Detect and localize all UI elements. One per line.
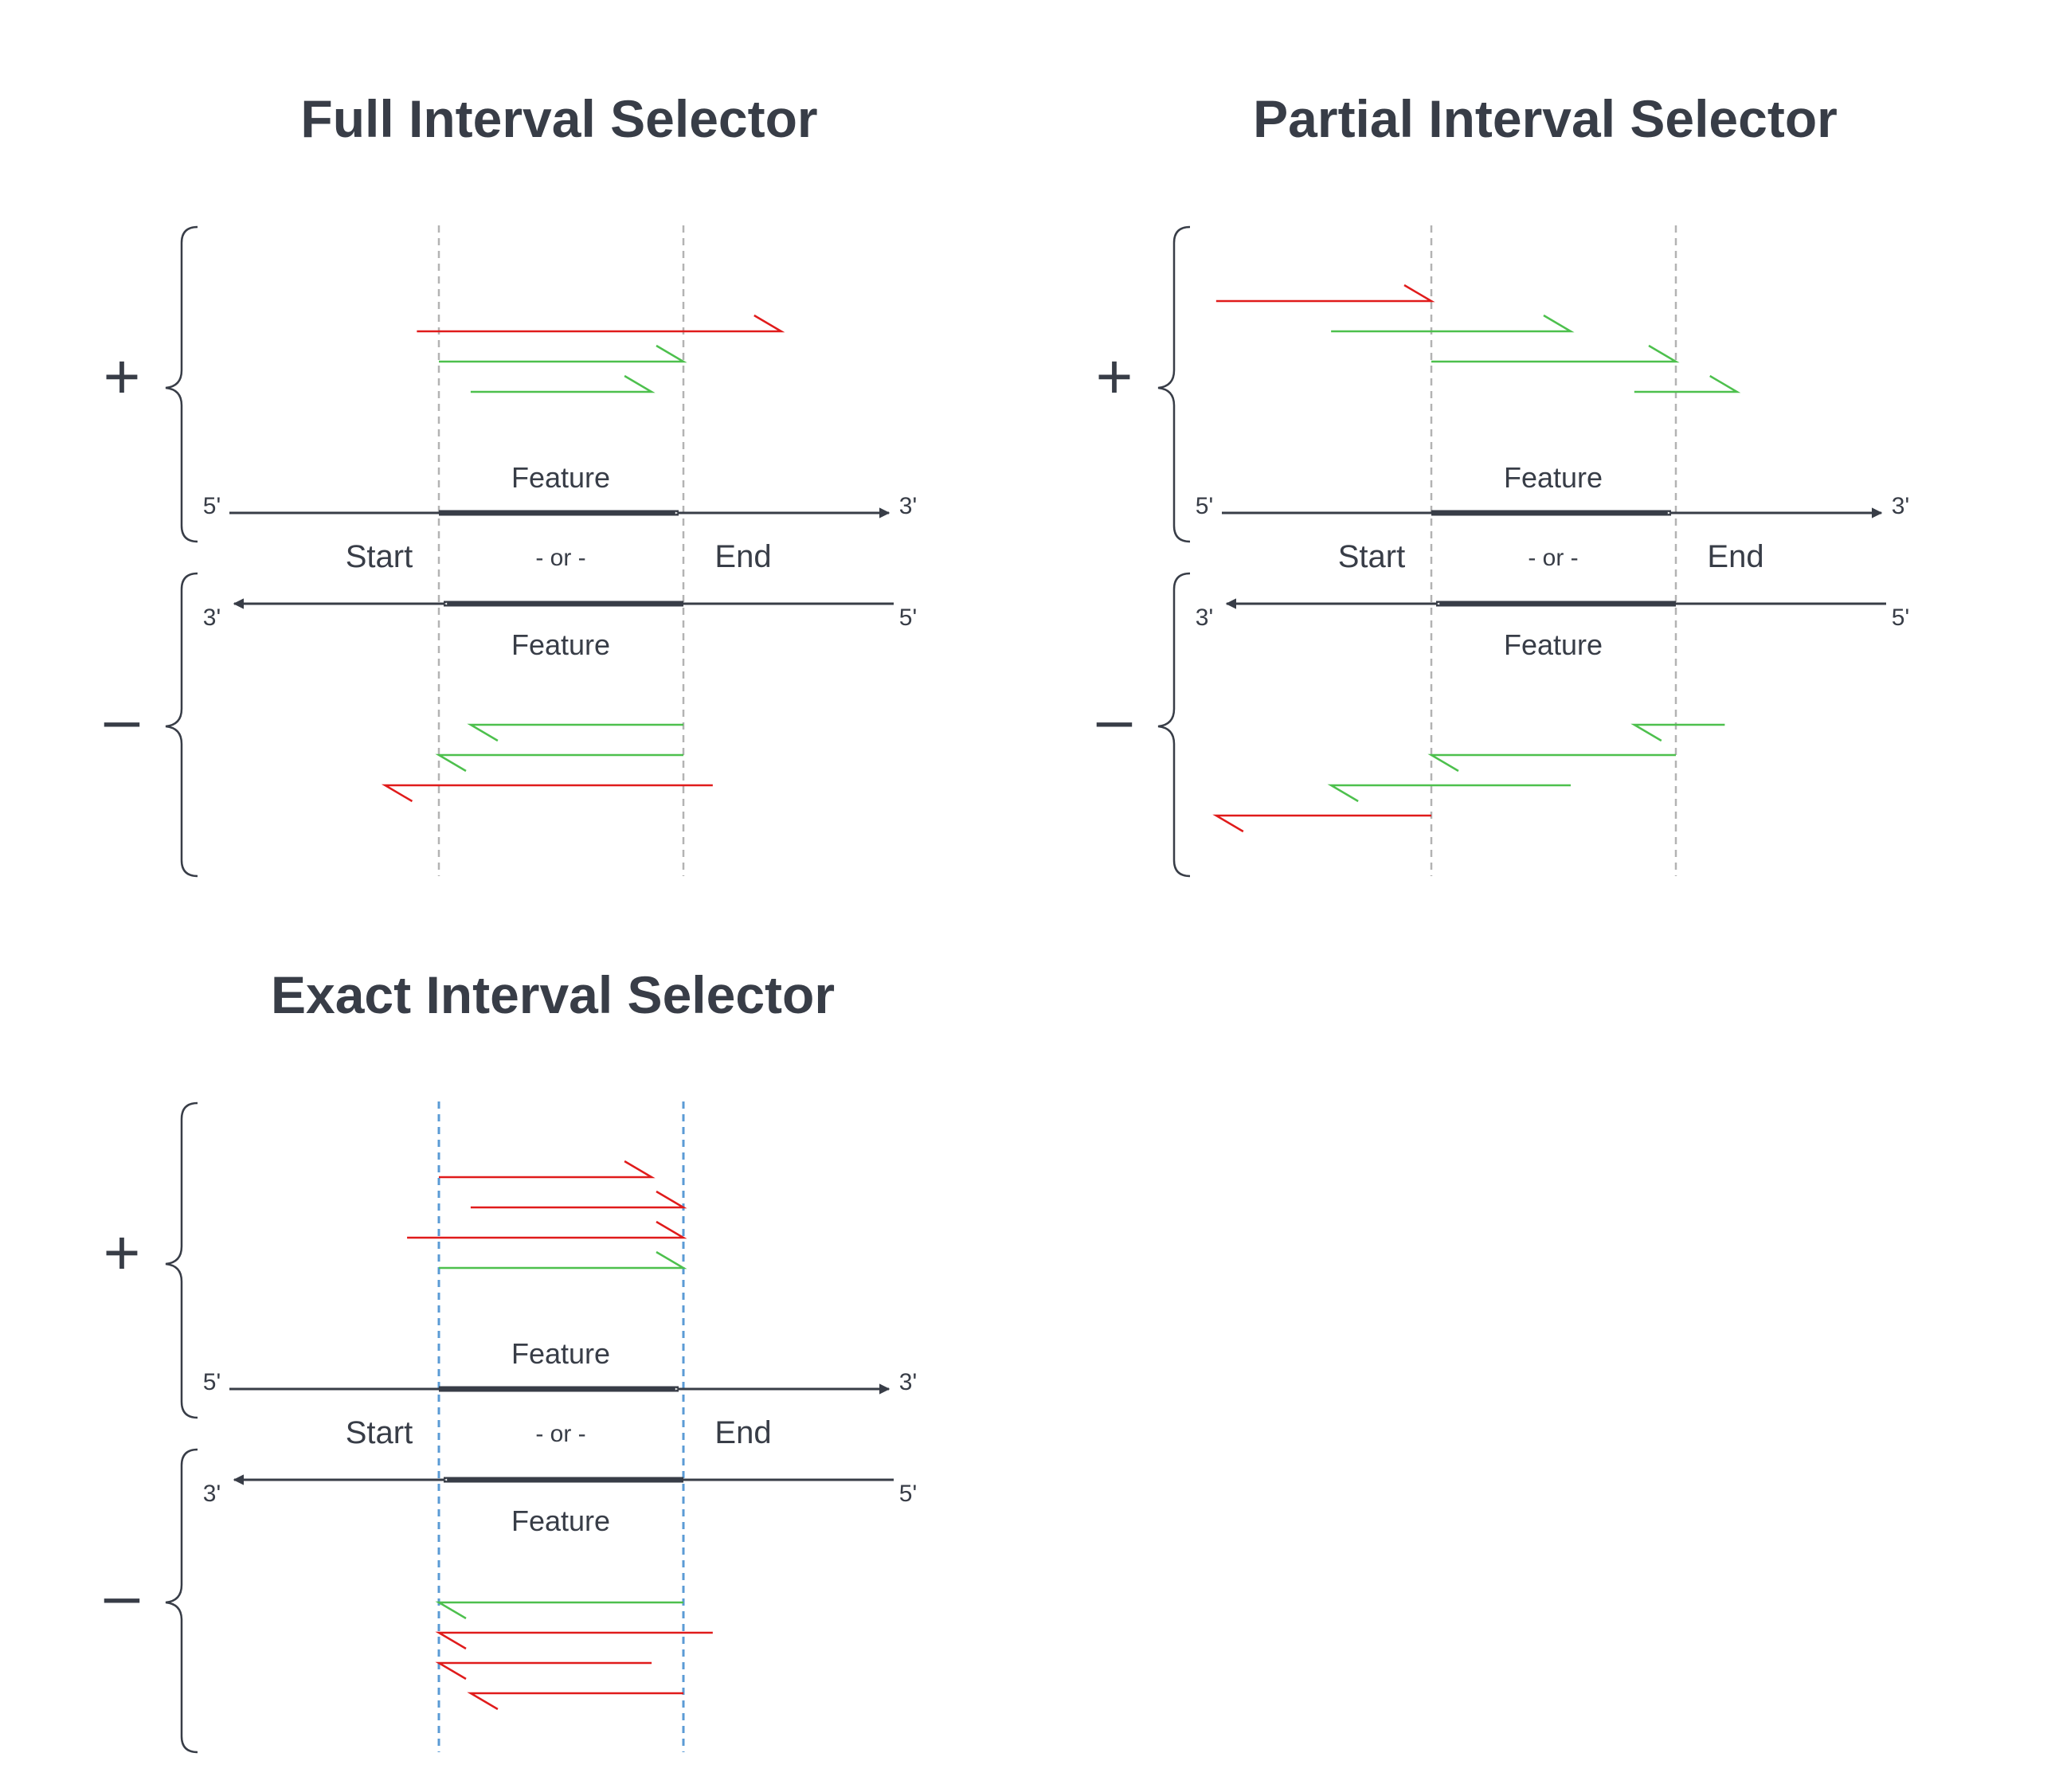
minus-reads: [1212, 723, 1725, 833]
plus-strand-sign: +: [104, 341, 141, 412]
or-label: - or -: [535, 1421, 585, 1447]
read-arrow-nomatch: [467, 1692, 683, 1711]
plus-feature-label: Feature: [1504, 461, 1603, 494]
minus-strand-sign: –: [1097, 683, 1133, 754]
or-label: - or -: [1528, 545, 1578, 571]
read-arrow-match: [1630, 723, 1725, 742]
read-arrow-nomatch: [1215, 284, 1435, 303]
read-arrow-match: [435, 753, 683, 773]
plus-reads: [417, 314, 785, 393]
read-arrow-match: [1634, 374, 1741, 393]
minus-brace: [165, 1448, 198, 1754]
panel-title: Exact Interval Selector: [271, 965, 835, 1024]
start-label: Start: [346, 1415, 413, 1450]
panel-partial: Partial Interval Selector + – 5' 3' 3' 5…: [1096, 89, 1909, 878]
minus-five-prime-label: 5': [899, 1481, 917, 1507]
read-arrow-nomatch: [439, 1160, 656, 1179]
plus-brace: [1157, 225, 1191, 543]
end-label: End: [714, 539, 771, 574]
minus-brace: [165, 572, 198, 878]
plus-three-prime-label: 3': [899, 493, 917, 519]
minus-strand-sign: –: [104, 683, 140, 754]
plus-brace: [165, 225, 198, 543]
minus-five-prime-label: 5': [899, 605, 917, 631]
read-arrow-match: [439, 344, 687, 363]
minus-strand-sign: –: [104, 1559, 140, 1630]
panel-title: Full Interval Selector: [300, 89, 817, 148]
read-arrow-nomatch: [381, 784, 713, 803]
or-label: - or -: [535, 545, 585, 571]
read-arrow-match: [470, 374, 656, 393]
minus-feature-label: Feature: [511, 1504, 610, 1537]
minus-three-prime-label: 3': [203, 1481, 221, 1507]
panel-title: Partial Interval Selector: [1253, 89, 1838, 148]
plus-brace: [165, 1101, 198, 1419]
minus-reads: [381, 723, 713, 803]
read-arrow-match: [435, 1601, 683, 1620]
panel-full: Full Interval Selector + – 5' 3' 3' 5' F…: [104, 89, 917, 878]
read-arrow-nomatch: [1212, 814, 1431, 833]
read-arrow-nomatch: [435, 1631, 713, 1650]
read-arrow-nomatch: [407, 1220, 687, 1239]
panel-exact: Exact Interval Selector + – 5' 3' 3' 5' …: [104, 965, 917, 1754]
end-label: End: [1707, 539, 1763, 574]
read-arrow-nomatch: [470, 1190, 687, 1209]
minus-three-prime-label: 3': [203, 605, 221, 631]
minus-feature-label: Feature: [511, 628, 610, 661]
plus-strand-sign: +: [1096, 341, 1133, 412]
read-arrow-match: [1431, 344, 1680, 363]
read-arrow-match: [467, 723, 683, 742]
plus-five-prime-label: 5': [203, 493, 221, 519]
start-label: Start: [1338, 539, 1405, 574]
read-arrow-match: [1427, 753, 1676, 773]
minus-feature-label: Feature: [1504, 628, 1603, 661]
plus-reads: [407, 1160, 687, 1270]
read-arrow-nomatch: [417, 314, 785, 333]
read-arrow-match: [439, 1250, 687, 1270]
plus-five-prime-label: 5': [203, 1369, 221, 1395]
minus-reads: [435, 1601, 713, 1711]
read-arrow-match: [1331, 314, 1575, 333]
read-arrow-nomatch: [435, 1661, 652, 1680]
plus-feature-label: Feature: [511, 461, 610, 494]
plus-reads: [1215, 284, 1741, 393]
minus-five-prime-label: 5': [1892, 605, 1909, 631]
plus-strand-sign: +: [104, 1217, 141, 1288]
plus-three-prime-label: 3': [1892, 493, 1909, 519]
end-label: End: [714, 1415, 771, 1450]
plus-three-prime-label: 3': [899, 1369, 917, 1395]
plus-five-prime-label: 5': [1196, 493, 1213, 519]
read-arrow-match: [1327, 784, 1571, 803]
minus-brace: [1157, 572, 1191, 878]
plus-feature-label: Feature: [511, 1337, 610, 1370]
start-label: Start: [346, 539, 413, 574]
minus-three-prime-label: 3': [1196, 605, 1213, 631]
